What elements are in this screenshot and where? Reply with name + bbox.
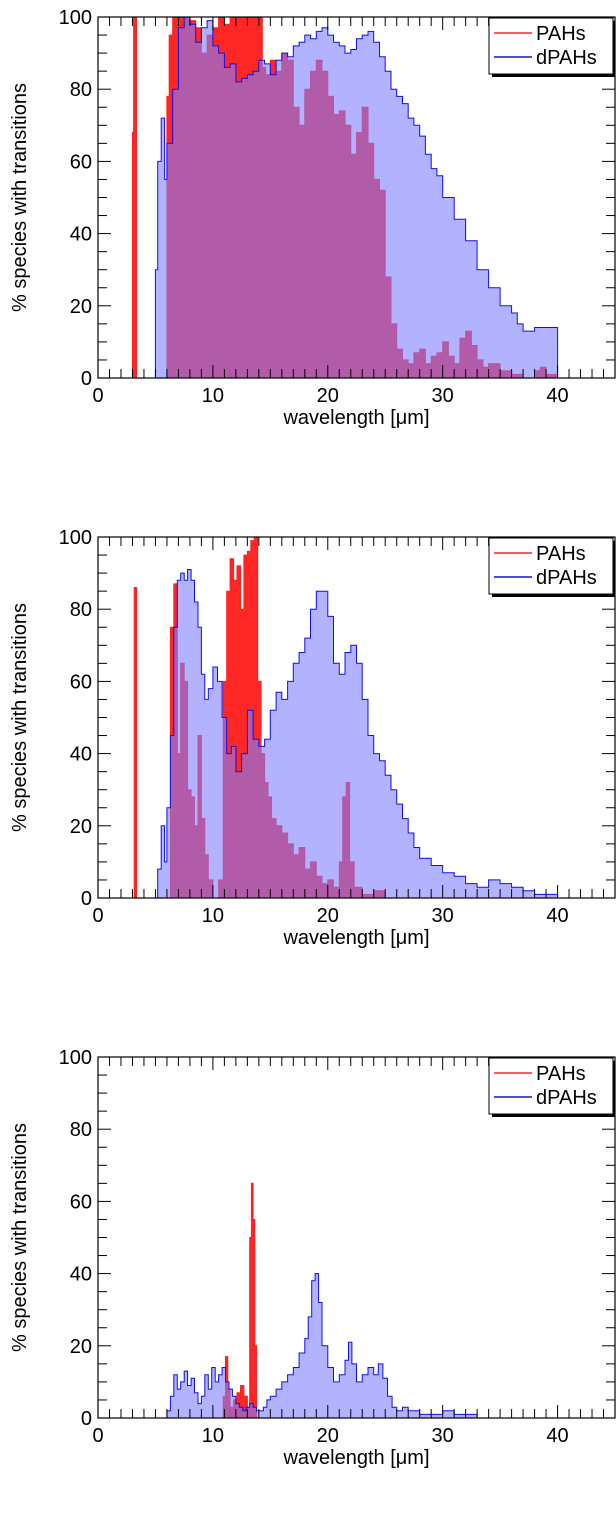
ticks (97, 16, 616, 379)
y-axis-label: % species with transitions (9, 83, 31, 312)
legend-box (488, 537, 614, 595)
x-tick-label: 0 (92, 905, 103, 927)
series-dpahs-line (153, 17, 559, 378)
series-pahs-area (219, 1182, 259, 1418)
x-tick-label: 20 (317, 905, 339, 927)
y-tick-label: 80 (70, 1119, 92, 1141)
y-tick-label: 20 (70, 296, 92, 318)
y-tick-label: 40 (70, 744, 92, 766)
y-tick-label: 80 (70, 599, 92, 621)
y-tick-label: 100 (59, 527, 92, 549)
chart-1: 0 10 20 30 40 0 20 40 60 80 100 wavelength [μm] % sp… (9, 7, 616, 429)
y-tick-label: 60 (70, 151, 92, 173)
panel-1: 0 10 20 30 40 0 20 40 60 80 100 wavelength [μm] % sp… (0, 0, 616, 480)
series-dpahs-area (153, 17, 558, 378)
y-tick-label: 100 (59, 1047, 92, 1069)
legend-box (488, 1057, 614, 1115)
plot-area (133, 537, 559, 898)
legend-label-pahs: PAHs (536, 543, 586, 565)
chart-2: 0 10 20 30 40 0 20 40 60 80 100 wavelength [μm] % sp… (9, 527, 616, 949)
x-tick-label: 30 (432, 1425, 454, 1447)
legend-label-dpahs: dPAHs (536, 47, 597, 69)
panel-3: 0 10 20 30 40 0 20 40 60 80 100 wavelength [μm] % sp… (0, 1040, 616, 1520)
plot-area (161, 1182, 478, 1418)
chart-3: 0 10 20 30 40 0 20 40 60 80 100 wavelength [μm] % sp… (9, 1047, 616, 1469)
y-tick-label: 80 (70, 79, 92, 101)
x-tick-label: 40 (546, 905, 568, 927)
x-tick-label: 10 (202, 905, 224, 927)
x-tick-label: 0 (92, 385, 103, 407)
series-dpahs-area (149, 569, 558, 898)
y-tick-label: 60 (70, 671, 92, 693)
series-dpahs-line (161, 1273, 478, 1418)
x-tick-label: 10 (202, 385, 224, 407)
x-axis-label: wavelength [μm] (282, 927, 429, 949)
y-tick-label: 0 (81, 368, 92, 390)
legend-label-dpahs: dPAHs (536, 1087, 597, 1109)
series-dpahs-line (149, 569, 559, 898)
legend-label-dpahs: dPAHs (536, 567, 597, 589)
y-tick-label: 0 (81, 1408, 92, 1430)
x-tick-label: 30 (432, 905, 454, 927)
y-tick-label: 20 (70, 1336, 92, 1358)
y-tick-label: 100 (59, 7, 92, 29)
x-tick-label: 20 (317, 1425, 339, 1447)
y-tick-label: 0 (81, 888, 92, 910)
legend-label-pahs: PAHs (536, 1063, 586, 1085)
series-dpahs-area (161, 1273, 478, 1418)
x-tick-label: 20 (317, 385, 339, 407)
y-tick-label: 60 (70, 1191, 92, 1213)
legend-box (488, 17, 614, 75)
x-tick-label: 10 (202, 1425, 224, 1447)
x-axis-label: wavelength [μm] (282, 1447, 429, 1469)
legend-label-pahs: PAHs (536, 23, 586, 45)
plot-area (130, 17, 559, 378)
x-tick-label: 0 (92, 1425, 103, 1447)
panel-2: 0 10 20 30 40 0 20 40 60 80 100 wavelength [μm] % sp… (0, 520, 616, 1000)
y-axis-label: % species with transitions (9, 603, 31, 832)
y-tick-label: 20 (70, 816, 92, 838)
x-tick-label: 30 (432, 385, 454, 407)
y-tick-label: 40 (70, 1264, 92, 1286)
x-tick-label: 40 (546, 385, 568, 407)
y-tick-label: 40 (70, 224, 92, 246)
x-axis-label: wavelength [μm] (282, 407, 429, 429)
x-tick-label: 40 (546, 1425, 568, 1447)
y-axis-label: % species with transitions (9, 1123, 31, 1352)
